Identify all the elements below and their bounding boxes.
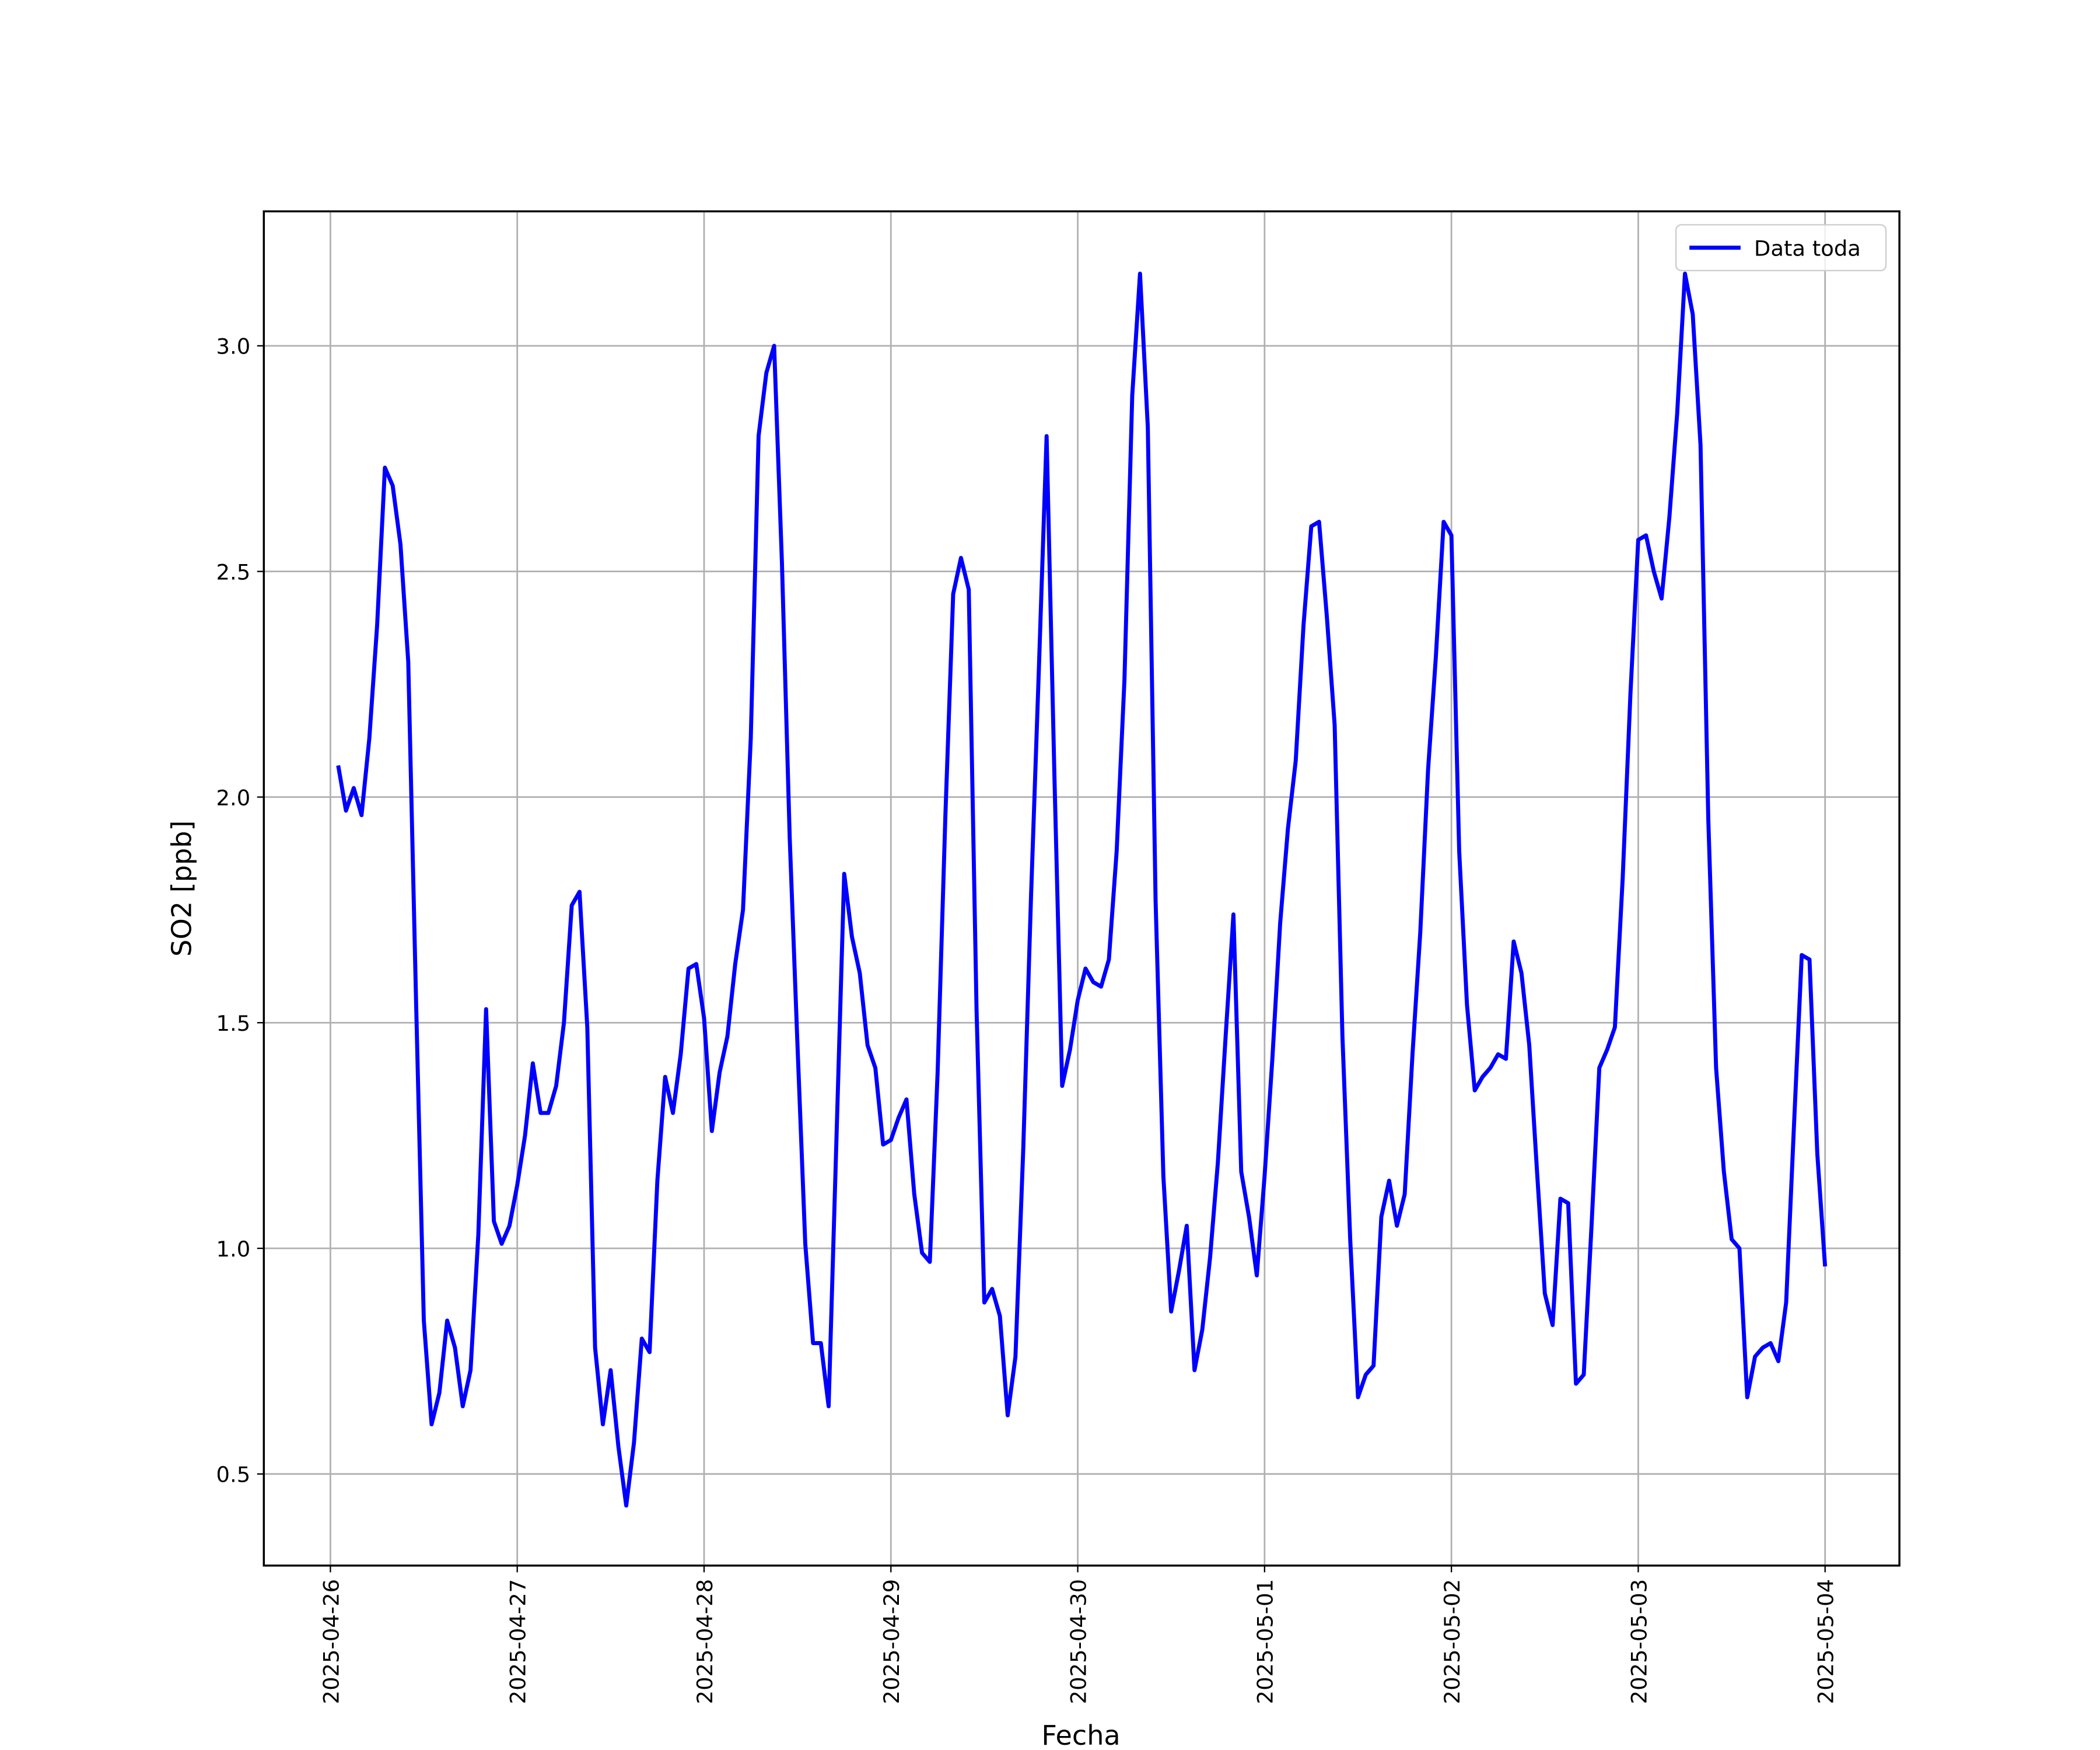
y-tick-label: 2.0 bbox=[216, 785, 251, 810]
y-tick-label: 1.0 bbox=[216, 1237, 251, 1262]
legend-box bbox=[1675, 224, 1887, 271]
plot-frame bbox=[262, 210, 1901, 1567]
x-tick-label: 2025-04-26 bbox=[318, 1579, 344, 1704]
y-tick-label: 3.0 bbox=[216, 334, 251, 359]
x-tick-label: 2025-04-29 bbox=[879, 1579, 904, 1704]
x-tick-label: 2025-05-04 bbox=[1814, 1579, 1839, 1704]
y-tick-label: 0.5 bbox=[216, 1462, 251, 1488]
data-line bbox=[336, 271, 1828, 1508]
x-tick-label: 2025-04-28 bbox=[692, 1579, 718, 1704]
legend: Data toda bbox=[1675, 224, 1887, 271]
y-tick-label: 1.5 bbox=[216, 1011, 251, 1036]
x-tick-label: 2025-04-30 bbox=[1066, 1579, 1091, 1704]
y-tick-label: 2.5 bbox=[216, 559, 251, 584]
x-tick-label: 2025-05-02 bbox=[1440, 1579, 1465, 1704]
x-tick-label: 2025-04-27 bbox=[506, 1579, 531, 1704]
x-tick-label: 2025-05-03 bbox=[1626, 1579, 1651, 1704]
x-tick-label: 2025-05-01 bbox=[1253, 1579, 1278, 1704]
legend-label: Data toda bbox=[1754, 236, 1861, 261]
x-axis-label: Fecha bbox=[1041, 1720, 1120, 1750]
y-axis-label: SO2 [ppb] bbox=[166, 820, 198, 957]
